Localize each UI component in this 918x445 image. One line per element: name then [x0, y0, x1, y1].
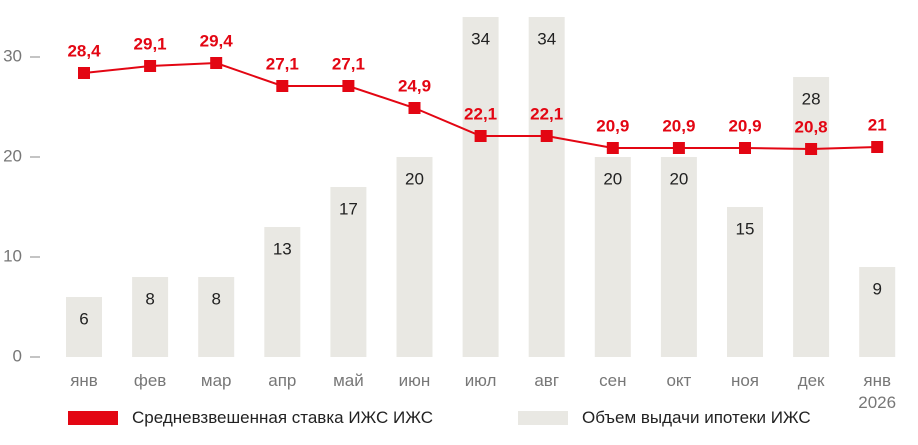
point: [276, 80, 289, 92]
bar: [528, 17, 565, 357]
bar-value-label: 20: [405, 169, 424, 188]
point: [606, 142, 619, 154]
bar-value-label: 13: [273, 239, 292, 258]
bar-value-label: 34: [537, 29, 556, 48]
x-tick-label: янв 2026: [858, 371, 897, 412]
point-value-label: 20,9: [728, 116, 761, 135]
bar-value-label: 20: [603, 169, 622, 188]
point-value-label: 29,4: [200, 31, 234, 50]
x-tick-label: дек: [797, 371, 825, 390]
bar-value-label: 34: [471, 29, 490, 48]
x-tick-label: май: [333, 371, 364, 390]
point-value-label: 29,1: [134, 34, 167, 53]
point: [540, 130, 553, 142]
bar-value-label: 15: [736, 219, 755, 238]
bar-value-label: 9: [872, 279, 881, 298]
bar: [66, 297, 102, 357]
legend-label: Средневзвешенная ставка ИЖС ИЖС: [132, 408, 434, 427]
point-value-label: 27,1: [332, 54, 365, 73]
bar: [594, 157, 631, 357]
point: [805, 143, 818, 155]
point-value-label: 24,9: [398, 76, 431, 95]
legend-item: Объем выдачи ипотеки ИЖС: [518, 408, 811, 428]
point: [144, 60, 157, 72]
legend-item: Средневзвешенная ставка ИЖС ИЖС: [68, 408, 433, 428]
x-tick-label: фев: [133, 371, 167, 390]
x-tick-label: ноя: [730, 371, 760, 390]
point: [210, 57, 223, 69]
bar: [264, 227, 301, 357]
bar-value-label: 8: [145, 289, 154, 308]
x-tick-label: июл: [464, 371, 497, 390]
bar: [793, 77, 830, 357]
bar-value-label: 6: [79, 309, 88, 328]
bar: [660, 157, 697, 357]
point-value-label: 21: [868, 115, 887, 134]
bar-value-label: 17: [339, 199, 358, 218]
x-tick-label: мар: [200, 371, 232, 390]
x-tick-label: янв: [70, 371, 98, 390]
bar: [727, 207, 763, 357]
point-value-label: 20,9: [596, 116, 629, 135]
legend-swatch: [518, 411, 568, 425]
point: [342, 80, 355, 92]
point-value-label: 22,1: [530, 104, 563, 123]
point: [78, 67, 90, 79]
x-tick-label: апр: [268, 371, 297, 390]
bar-value-label: 8: [211, 289, 220, 308]
legend-label: Объем выдачи ипотеки ИЖС: [582, 408, 811, 427]
point-value-label: 27,1: [266, 54, 299, 73]
bar: [330, 187, 367, 357]
y-tick-label: 0: [13, 346, 22, 365]
x-tick-label: сен: [599, 371, 627, 390]
point-value-label: 28,4: [67, 41, 101, 60]
x-tick-label: июн: [398, 371, 431, 390]
bar: [859, 267, 896, 357]
x-tick-label: авг: [534, 371, 560, 390]
point: [672, 142, 685, 154]
point-value-label: 20,9: [662, 116, 695, 135]
bar: [462, 17, 499, 357]
bar: [396, 157, 433, 357]
bar-value-label: 20: [669, 169, 688, 188]
point: [408, 102, 421, 114]
y-tick-label: 20: [3, 146, 22, 165]
point: [739, 142, 751, 154]
point: [871, 141, 884, 153]
bar: [132, 277, 169, 357]
point-value-label: 20,8: [795, 117, 828, 136]
bar-value-label: 28: [802, 89, 821, 108]
y-tick-label: 30: [3, 46, 22, 65]
point: [474, 130, 487, 142]
bar: [198, 277, 235, 357]
x-tick-label: окт: [666, 371, 692, 390]
legend-swatch: [68, 411, 118, 425]
point-value-label: 22,1: [464, 104, 497, 123]
y-tick-label: 10: [3, 246, 22, 265]
